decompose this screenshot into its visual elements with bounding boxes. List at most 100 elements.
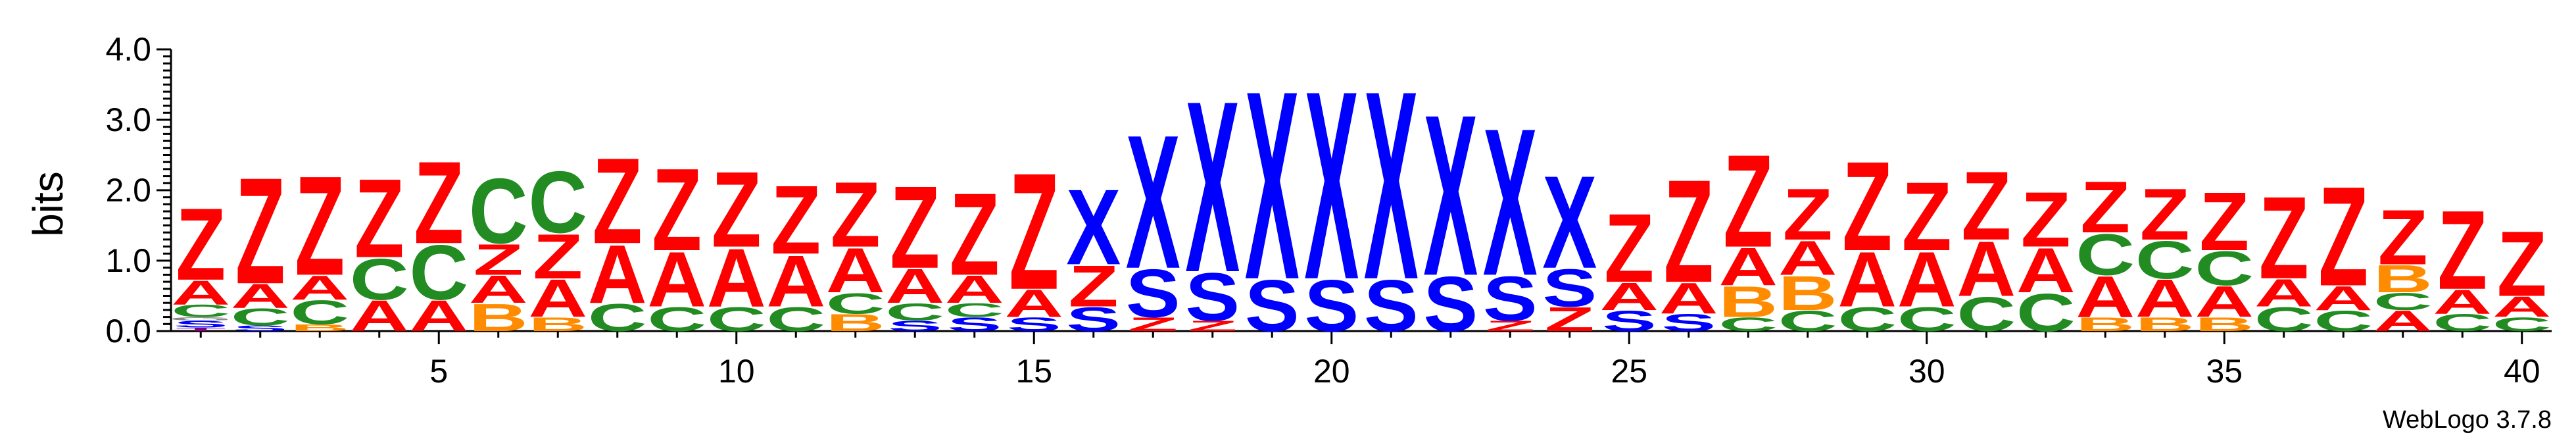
glyph-z: Z <box>652 144 702 276</box>
logo-column-23: ZSX <box>1483 86 1538 334</box>
glyph-c: C <box>2135 230 2195 290</box>
weblogo-credit: WebLogo 3.7.8 <box>2383 406 2552 434</box>
glyph-c: C <box>469 160 528 263</box>
glyph-z: Z <box>414 137 464 269</box>
glyph-a: A <box>1956 225 2016 313</box>
glyph-x: X <box>1066 167 1121 287</box>
glyph-s: S <box>1602 304 1657 337</box>
x-tick-label: 10 <box>718 353 755 390</box>
glyph-z: Z <box>1842 136 1892 277</box>
glyph-a: A <box>171 274 230 312</box>
glyph-z: Z <box>1604 194 1654 303</box>
glyph-b: B <box>528 313 587 335</box>
glyph-z: Z <box>2437 187 2487 313</box>
glyph-x: X <box>1483 86 1538 320</box>
x-tick-label: 5 <box>429 353 448 390</box>
glyph-s: S <box>1542 258 1597 318</box>
logo-column-4: ACZ <box>350 155 409 341</box>
glyph-s: S <box>1483 263 1538 334</box>
glyph-z: Z <box>1128 313 1178 335</box>
glyph-z: Z <box>2021 176 2071 263</box>
glyph-a: A <box>528 269 587 329</box>
glyph-c: C <box>2433 309 2492 336</box>
logo-column-31: CAZ <box>1956 151 2016 342</box>
logo-column-22: SX <box>1423 67 1478 348</box>
glyph-z: Z <box>2497 213 2547 316</box>
glyph-z: Z <box>1009 140 1059 325</box>
glyph-z: Z <box>176 186 226 301</box>
glyph-z: Z <box>2378 194 2428 281</box>
glyph-z: Z <box>1783 174 1833 256</box>
logo-column-11: CAZ <box>766 166 825 339</box>
glyph-z: Z <box>2199 175 2249 268</box>
glyph-a: A <box>350 292 409 340</box>
glyph-z: Z <box>771 166 821 275</box>
glyph-c: C <box>2254 301 2314 339</box>
glyph-s: S <box>947 313 1002 335</box>
glyph-g: G <box>169 316 233 321</box>
glyph-x: X <box>1245 36 1300 336</box>
glyph-a: A <box>1004 282 1063 326</box>
x-tick-label: 15 <box>1015 353 1052 390</box>
glyph-t: T <box>176 326 226 332</box>
x-tick-label: 40 <box>2504 353 2540 390</box>
glyph-z: Z <box>354 155 404 281</box>
glyph-c: C <box>409 228 468 316</box>
glyph-z: Z <box>890 161 940 293</box>
glyph-b: B <box>1778 265 1837 320</box>
glyph-a: A <box>2076 264 2135 330</box>
logo-column-19: SX <box>1245 36 1300 348</box>
glyph-c: C <box>1837 301 1897 339</box>
glyph-c: C <box>171 301 230 321</box>
glyph-a: A <box>1599 274 1659 319</box>
glyph-c: C <box>588 296 647 340</box>
glyph-a: A <box>2314 279 2373 317</box>
glyph-z: Z <box>295 147 345 305</box>
glyph-s: S <box>1185 259 1240 335</box>
glyph-z: Z <box>2140 174 2190 256</box>
glyph-s: S <box>233 324 287 332</box>
glyph-b: B <box>469 296 528 340</box>
glyph-x: X <box>1185 49 1240 323</box>
glyph-z: Z <box>1902 163 1952 272</box>
logo-column-32: CAZ <box>2016 176 2076 343</box>
logo-column-25: SAZ <box>1599 194 1659 338</box>
logo-column-18: ZSX <box>1185 49 1240 335</box>
glyph-a: A <box>409 292 468 340</box>
glyph-b: B <box>2076 313 2135 335</box>
glyph-c: C <box>2195 241 2254 296</box>
y-tick-label: 2.0 <box>105 172 151 209</box>
glyph-a: A <box>2195 278 2254 326</box>
glyph-z: Z <box>533 220 583 292</box>
glyph-a: A <box>2254 271 2314 315</box>
glyph-b: B <box>2195 313 2254 335</box>
glyph-z: Z <box>950 168 1000 300</box>
x-axis: 5 10 15 20 25 30 35 40 <box>171 330 2552 390</box>
x-tick-label: 35 <box>2206 353 2243 390</box>
glyph-a: A <box>885 259 944 313</box>
glyph-s: S <box>1007 313 1061 335</box>
glyph-s: S <box>1661 309 1716 336</box>
glyph-a: A <box>2135 269 2195 329</box>
logo-column-17: ZSX <box>1126 95 1180 335</box>
glyph-c: C <box>2016 283 2076 343</box>
glyph-b: B <box>1718 278 1778 326</box>
glyph-x: X <box>1364 36 1419 336</box>
logo-column-20: SX <box>1304 36 1359 348</box>
glyph-z: Z <box>1485 318 1535 334</box>
glyph-c: C <box>945 299 1004 321</box>
glyph-x: X <box>1126 95 1180 309</box>
glyph-c: C <box>1718 313 1778 335</box>
glyph-a: A <box>766 240 825 323</box>
glyph-a: A <box>1778 230 1837 285</box>
glyph-s: S <box>1245 265 1300 348</box>
glyph-a: A <box>1837 236 1897 323</box>
glyph-z: Z <box>2080 167 2130 249</box>
